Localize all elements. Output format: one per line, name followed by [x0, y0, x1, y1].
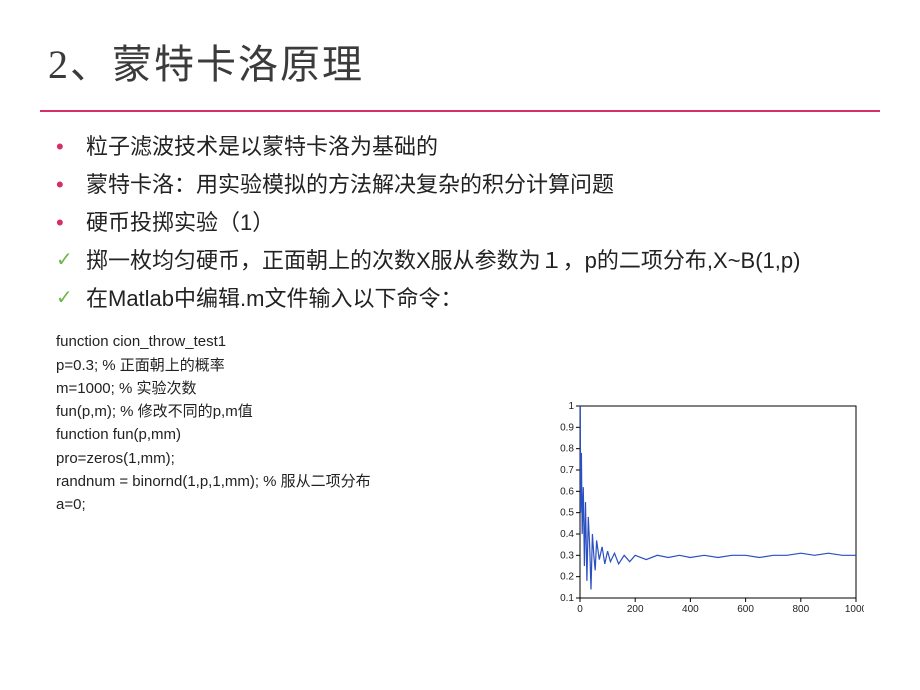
slide-title: 2、蒙特卡洛原理	[48, 32, 872, 90]
bullet-text: 蒙特卡洛：用实验模拟的方法解决复杂的积分计算问题	[86, 172, 614, 197]
svg-text:800: 800	[792, 604, 809, 615]
svg-text:0.8: 0.8	[560, 444, 574, 455]
svg-text:0.7: 0.7	[560, 465, 574, 476]
bullet-item: • 硬币投掷实验（1）	[56, 206, 872, 240]
bullet-item: ✓ 掷一枚均匀硬币，正面朝上的次数X服从参数为１，p的二项分布,X~B(1,p)	[56, 244, 872, 278]
bullet-text: 掷一枚均匀硬币，正面朝上的次数X服从参数为１，p的二项分布,X~B(1,p)	[86, 248, 800, 273]
bullet-list: • 粒子滤波技术是以蒙特卡洛为基础的 • 蒙特卡洛：用实验模拟的方法解决复杂的积…	[48, 130, 872, 316]
code-line: function cion_throw_test1	[56, 330, 872, 353]
bullet-dot-icon: •	[56, 130, 64, 164]
svg-text:1: 1	[568, 401, 574, 412]
svg-text:0.5: 0.5	[560, 508, 574, 519]
bullet-dot-icon: •	[56, 206, 64, 240]
bullet-dot-icon: •	[56, 168, 64, 202]
bullet-item: • 蒙特卡洛：用实验模拟的方法解决复杂的积分计算问题	[56, 168, 872, 202]
svg-text:0.2: 0.2	[560, 572, 574, 583]
chart-svg: 0.1 0.2 0.3 0.4 0.5 0.6 0.7 0.8 0.9 1 0 200 400 600 80…	[544, 400, 864, 620]
bullet-text: 粒子滤波技术是以蒙特卡洛为基础的	[86, 134, 438, 159]
check-icon: ✓	[56, 244, 73, 276]
convergence-chart: 0.1 0.2 0.3 0.4 0.5 0.6 0.7 0.8 0.9 1 0 200 400 600 80…	[544, 400, 864, 620]
svg-text:0.9: 0.9	[560, 422, 574, 433]
svg-text:400: 400	[682, 604, 699, 615]
svg-text:600: 600	[737, 604, 754, 615]
bullet-item: • 粒子滤波技术是以蒙特卡洛为基础的	[56, 130, 872, 164]
svg-text:0: 0	[577, 604, 583, 615]
code-line: m=1000; % 实验次数	[56, 377, 872, 400]
svg-text:0.4: 0.4	[560, 529, 574, 540]
svg-text:0.6: 0.6	[560, 486, 574, 497]
bullet-text: 在Matlab中编辑.m文件输入以下命令：	[86, 286, 462, 311]
bullet-item: ✓ 在Matlab中编辑.m文件输入以下命令：	[56, 282, 872, 316]
title-underline	[40, 110, 880, 112]
check-icon: ✓	[56, 282, 73, 314]
svg-text:200: 200	[627, 604, 644, 615]
bullet-text: 硬币投掷实验（1）	[86, 210, 274, 235]
code-line: p=0.3; % 正面朝上的概率	[56, 354, 872, 377]
svg-text:0.1: 0.1	[560, 593, 574, 604]
svg-text:0.3: 0.3	[560, 550, 574, 561]
svg-text:1000: 1000	[845, 604, 864, 615]
